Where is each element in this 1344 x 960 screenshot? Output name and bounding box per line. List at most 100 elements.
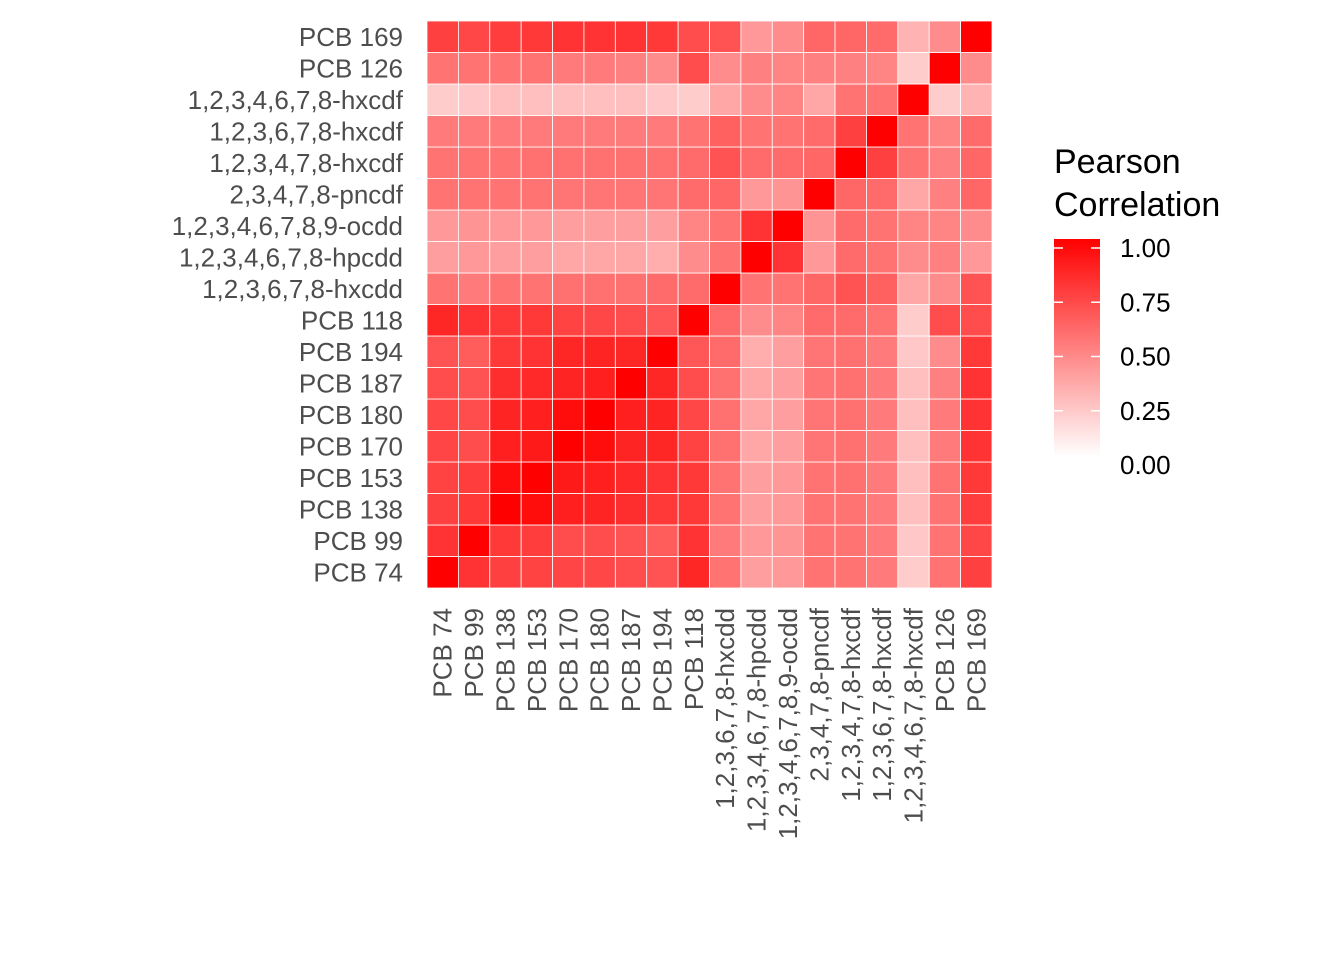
y-tick-label-pcb-74: PCB 74 <box>313 557 403 587</box>
heatmap-cell-pcb-170-x-pcb-118 <box>677 430 710 463</box>
heatmap-cell-pcb-169-x-pcb-126 <box>928 20 962 53</box>
legend: Pearson Correlation 0.00 0.25 0.50 0.75 1.00 <box>1054 143 1220 480</box>
heatmap-cell-1-2-3-4-6-7-8-hxcdf-x-pcb-170 <box>552 83 585 116</box>
heatmap-cell-1-2-3-6-7-8-hxcdd-x-2-3-4-7-8-pncdf <box>803 272 836 305</box>
heatmap-cell-1-2-3-4-6-7-8-9-ocdd-x-pcb-126 <box>928 209 962 242</box>
heatmap-cell-1-2-3-6-7-8-hxcdd-x-pcb-169 <box>960 272 993 305</box>
legend-tick-label: 1.00 <box>1120 233 1171 263</box>
heatmap-cell-pcb-126-x-pcb-118 <box>677 52 710 85</box>
heatmap-cell-pcb-187-x-pcb-180 <box>583 367 616 400</box>
heatmap-cell-1-2-3-4-6-7-8-hpcdd-x-2-3-4-7-8-pncdf <box>803 241 836 274</box>
heatmap-cell-pcb-126-x-2-3-4-7-8-pncdf <box>803 52 836 85</box>
heatmap-cell-pcb-74-x-pcb-194 <box>646 556 679 589</box>
heatmap-cell-2-3-4-7-8-pncdf-x-pcb-180 <box>583 178 616 211</box>
heatmap-cell-pcb-194-x-pcb-180 <box>583 335 616 368</box>
heatmap-cell-pcb-180-x-pcb-169 <box>960 398 993 431</box>
heatmap-cell-pcb-180-x-1-2-3-6-7-8-hxcdd <box>709 398 742 431</box>
heatmap-cell-2-3-4-7-8-pncdf-x-1-2-3-4-7-8-hxcdf <box>834 178 867 211</box>
y-tick-label-pcb-187: PCB 187 <box>299 368 403 398</box>
heatmap-cell-1-2-3-6-7-8-hxcdd-x-pcb-99 <box>457 272 491 305</box>
heatmap-cell-1-2-3-6-7-8-hxcdd-x-1-2-3-4-7-8-hxcdf <box>834 272 867 305</box>
heatmap-cell-pcb-170-x-pcb-169 <box>960 430 993 463</box>
heatmap-cell-pcb-99-x-pcb-180 <box>583 524 616 557</box>
heatmap-cell-1-2-3-4-6-7-8-hxcdf-x-pcb-180 <box>583 83 616 116</box>
heatmap-cell-2-3-4-7-8-pncdf-x-pcb-138 <box>489 178 522 211</box>
x-tick-label-1-2-3-4-6-7-8-9-ocdd: 1,2,3,4,6,7,8,9-ocdd <box>773 608 803 839</box>
heatmap-cell-1-2-3-4-6-7-8-hpcdd-x-pcb-74 <box>426 241 459 274</box>
heatmap-cell-pcb-170-x-1-2-3-4-7-8-hxcdf <box>834 430 867 463</box>
heatmap-cell-pcb-169-x-pcb-187 <box>614 20 648 53</box>
heatmap-cell-pcb-169-x-pcb-99 <box>457 20 491 53</box>
heatmap-cell-pcb-126-x-pcb-169 <box>960 52 993 85</box>
heatmap-cell-1-2-3-4-6-7-8-9-ocdd-x-pcb-118 <box>677 209 710 242</box>
heatmap-cell-pcb-126-x-1-2-3-4-6-7-8-hpcdd <box>740 52 773 85</box>
heatmap-cell-1-2-3-4-7-8-hxcdf-x-1-2-3-6-7-8-hxcdd <box>709 146 742 179</box>
heatmap-cell-pcb-153-x-pcb-99 <box>457 461 491 494</box>
heatmap-cell-pcb-99-x-pcb-187 <box>614 524 648 557</box>
heatmap-cell-pcb-118-x-pcb-170 <box>552 304 585 337</box>
heatmap-cell-pcb-187-x-1-2-3-4-6-7-8-hxcdf <box>897 367 930 400</box>
heatmap-cell-1-2-3-6-7-8-hxcdd-x-pcb-170 <box>552 272 585 305</box>
heatmap-cell-pcb-180-x-pcb-99 <box>457 398 491 431</box>
heatmap-cell-1-2-3-6-7-8-hxcdf-x-pcb-170 <box>552 115 585 148</box>
heatmap-cell-1-2-3-4-6-7-8-hxcdf-x-pcb-118 <box>677 83 710 116</box>
heatmap-cell-pcb-194-x-1-2-3-4-6-7-8-hpcdd <box>740 335 773 368</box>
heatmap-cell-1-2-3-6-7-8-hxcdd-x-pcb-194 <box>646 272 679 305</box>
heatmap-cell-pcb-74-x-pcb-170 <box>552 556 585 589</box>
heatmap-cell-pcb-187-x-1-2-3-4-7-8-hxcdf <box>834 367 867 400</box>
heatmap-cell-1-2-3-4-6-7-8-9-ocdd-x-pcb-169 <box>960 209 993 242</box>
heatmap-cell-pcb-153-x-1-2-3-4-7-8-hxcdf <box>834 461 867 494</box>
legend-tick-label: 0.00 <box>1120 450 1171 480</box>
heatmap-cell-pcb-170-x-pcb-180 <box>583 430 616 463</box>
heatmap-cell-pcb-74-x-pcb-138 <box>489 556 522 589</box>
heatmap-cell-pcb-169-x-pcb-170 <box>552 20 585 53</box>
heatmap-cell-pcb-126-x-pcb-99 <box>457 52 491 85</box>
heatmap-cell-pcb-194-x-2-3-4-7-8-pncdf <box>803 335 836 368</box>
heatmap-cell-2-3-4-7-8-pncdf-x-1-2-3-4-6-7-8-hpcdd <box>740 178 773 211</box>
y-tick-label-pcb-99: PCB 99 <box>313 526 403 556</box>
heatmap-cell-pcb-138-x-1-2-3-6-7-8-hxcdd <box>709 493 742 526</box>
heatmap-cell-2-3-4-7-8-pncdf-x-pcb-118 <box>677 178 710 211</box>
x-tick-label-pcb-170: PCB 170 <box>553 608 583 712</box>
heatmap-cell-pcb-138-x-pcb-180 <box>583 493 616 526</box>
heatmap-cell-1-2-3-4-6-7-8-hpcdd-x-pcb-99 <box>457 241 491 274</box>
heatmap-cell-1-2-3-4-6-7-8-9-ocdd-x-1-2-3-6-7-8-hxcdd <box>709 209 742 242</box>
heatmap-cell-pcb-118-x-2-3-4-7-8-pncdf <box>803 304 836 337</box>
y-tick-label-2-3-4-7-8-pncdf: 2,3,4,7,8-pncdf <box>230 179 404 209</box>
heatmap-cell-pcb-99-x-pcb-74 <box>426 524 459 557</box>
heatmap-cell-pcb-169-x-1-2-3-4-6-7-8-9-ocdd <box>771 20 805 53</box>
heatmap-cell-pcb-153-x-pcb-187 <box>614 461 648 494</box>
heatmap-cell-1-2-3-4-6-7-8-hpcdd-x-pcb-169 <box>960 241 993 274</box>
heatmap-cell-pcb-153-x-pcb-118 <box>677 461 710 494</box>
heatmap-cell-2-3-4-7-8-pncdf-x-pcb-153 <box>520 178 553 211</box>
x-tick-label-1-2-3-4-7-8-hxcdf: 1,2,3,4,7,8-hxcdf <box>836 607 866 801</box>
heatmap-cell-pcb-170-x-2-3-4-7-8-pncdf <box>803 430 836 463</box>
heatmap-cell-1-2-3-4-7-8-hxcdf-x-1-2-3-4-6-7-8-hpcdd <box>740 146 773 179</box>
heatmap-cell-pcb-180-x-pcb-126 <box>928 398 962 431</box>
heatmap-cell-1-2-3-4-7-8-hxcdf-x-pcb-118 <box>677 146 710 179</box>
heatmap-cell-pcb-169-x-pcb-180 <box>583 20 616 53</box>
heatmap-cell-pcb-153-x-pcb-180 <box>583 461 616 494</box>
heatmap-cell-pcb-153-x-1-2-3-6-7-8-hxcdd <box>709 461 742 494</box>
heatmap-cell-1-2-3-4-7-8-hxcdf-x-1-2-3-4-6-7-8-9-ocdd <box>771 146 805 179</box>
heatmap-cell-pcb-187-x-pcb-74 <box>426 367 459 400</box>
heatmap-cell-1-2-3-4-6-7-8-hxcdf-x-pcb-153 <box>520 83 553 116</box>
heatmap-cell-pcb-169-x-1-2-3-6-7-8-hxcdf <box>866 20 899 53</box>
heatmap-cell-pcb-74-x-1-2-3-4-6-7-8-hxcdf <box>897 556 930 589</box>
heatmap-cell-pcb-153-x-1-2-3-4-6-7-8-hxcdf <box>897 461 930 494</box>
heatmap-cell-pcb-74-x-1-2-3-4-7-8-hxcdf <box>834 556 867 589</box>
heatmap-cell-pcb-138-x-pcb-153 <box>520 493 553 526</box>
heatmap-cell-pcb-74-x-pcb-169 <box>960 556 993 589</box>
heatmap-cell-pcb-74-x-1-2-3-6-7-8-hxcdd <box>709 556 742 589</box>
heatmap-cell-pcb-194-x-pcb-170 <box>552 335 585 368</box>
heatmap-cell-pcb-118-x-1-2-3-4-7-8-hxcdf <box>834 304 867 337</box>
heatmap-cell-pcb-187-x-pcb-187 <box>614 367 648 400</box>
heatmap-cell-1-2-3-4-6-7-8-9-ocdd-x-1-2-3-4-7-8-hxcdf <box>834 209 867 242</box>
heatmap-cell-pcb-170-x-1-2-3-4-6-7-8-9-ocdd <box>771 430 805 463</box>
heatmap-cell-pcb-194-x-1-2-3-6-7-8-hxcdd <box>709 335 742 368</box>
heatmap-cell-pcb-118-x-1-2-3-4-6-7-8-hpcdd <box>740 304 773 337</box>
x-tick-label-2-3-4-7-8-pncdf: 2,3,4,7,8-pncdf <box>804 607 834 781</box>
heatmap-cell-pcb-126-x-pcb-153 <box>520 52 553 85</box>
heatmap-cell-1-2-3-6-7-8-hxcdd-x-pcb-118 <box>677 272 710 305</box>
heatmap-cell-pcb-138-x-pcb-169 <box>960 493 993 526</box>
